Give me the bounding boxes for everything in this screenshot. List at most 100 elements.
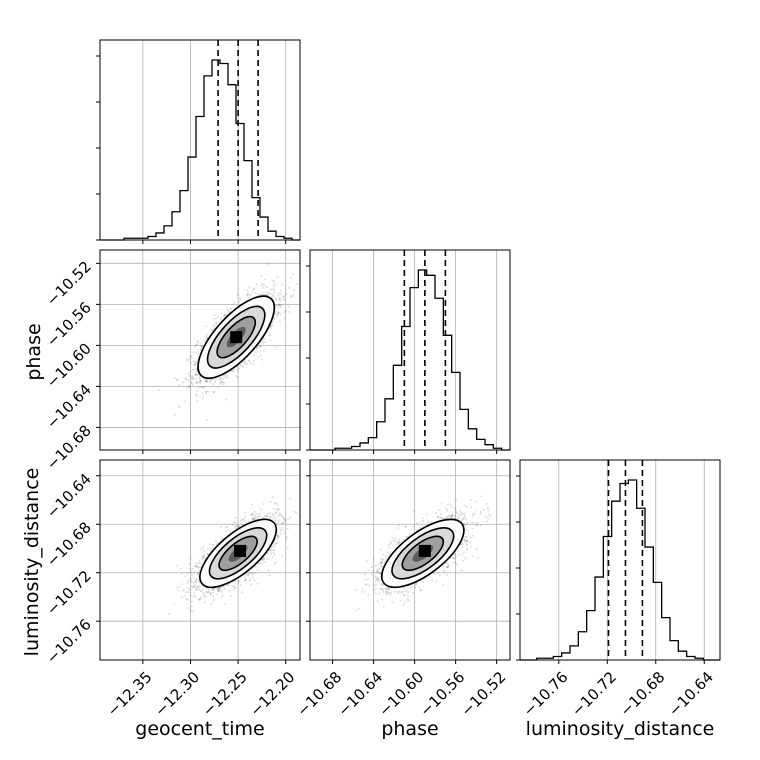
- sample-point: [273, 545, 276, 548]
- sample-point: [197, 573, 200, 576]
- x-tick-label: −10.68: [617, 668, 669, 720]
- sample-point: [192, 378, 195, 381]
- sample-point: [186, 357, 189, 360]
- sample-point: [273, 562, 276, 565]
- sample-point: [245, 521, 248, 524]
- sample-point: [233, 585, 236, 588]
- sample-point: [202, 386, 205, 389]
- sample-point: [275, 310, 278, 313]
- sample-point: [190, 354, 193, 357]
- sample-point: [209, 591, 212, 594]
- sample-point: [199, 597, 202, 600]
- sample-point: [244, 578, 247, 581]
- sample-point: [214, 379, 217, 382]
- x-tick-label: −10.76: [520, 668, 572, 720]
- sample-point: [192, 375, 195, 378]
- sample-point: [193, 363, 196, 366]
- sample-point: [278, 312, 281, 315]
- sample-point: [196, 389, 199, 392]
- sample-point: [289, 277, 292, 280]
- sample-point: [216, 589, 219, 592]
- sample-point: [189, 355, 192, 358]
- sample-point: [275, 298, 278, 301]
- sample-point: [279, 289, 282, 292]
- histogram-luminosity_distance: [520, 479, 720, 661]
- sample-point: [268, 574, 271, 577]
- sample-point: [198, 588, 201, 591]
- sample-point: [243, 575, 246, 578]
- sample-point: [253, 579, 256, 582]
- sample-point: [261, 559, 264, 562]
- sample-point: [276, 534, 279, 537]
- sample-point: [215, 317, 218, 320]
- sample-point: [252, 576, 255, 579]
- sample-point: [252, 517, 255, 520]
- sample-point: [195, 565, 198, 568]
- sample-point: [196, 373, 199, 376]
- sample-point: [277, 292, 280, 295]
- sample-point: [200, 385, 203, 388]
- sample-point: [262, 557, 265, 560]
- sample-point: [245, 573, 248, 576]
- sample-point: [189, 577, 192, 580]
- sample-point: [277, 507, 280, 510]
- sample-point: [273, 548, 276, 551]
- sample-point: [253, 354, 256, 357]
- corner-panels: −10.76−10.72−10.68−10.64−10.68−10.64−10.…: [43, 39, 721, 720]
- sample-point: [242, 517, 245, 520]
- sample-point: [205, 380, 208, 383]
- sample-point: [217, 385, 220, 388]
- sample-point: [256, 568, 259, 571]
- sample-point: [262, 516, 265, 519]
- sample-point: [277, 514, 280, 517]
- axes-frame-1-1: [309, 249, 511, 451]
- sample-point: [195, 381, 198, 384]
- sample-point: [234, 516, 237, 519]
- sample-point: [236, 523, 239, 526]
- sample-point: [219, 381, 222, 384]
- sample-point: [188, 374, 191, 377]
- sample-point: [195, 370, 198, 373]
- sample-point: [272, 295, 275, 298]
- sample-point: [212, 383, 215, 386]
- sample-point: [198, 581, 201, 584]
- sample-point: [184, 377, 187, 380]
- sample-point: [304, 252, 306, 254]
- sample-point: [268, 331, 271, 334]
- sample-point: [195, 578, 198, 581]
- sample-point: [205, 380, 208, 383]
- sample-point: [273, 291, 276, 294]
- sample-point: [249, 572, 252, 575]
- sample-point: [198, 566, 201, 569]
- sample-point: [199, 590, 202, 593]
- sample-point: [256, 582, 259, 585]
- sample-point: [223, 587, 226, 590]
- sample-point: [193, 345, 196, 348]
- sample-point: [246, 294, 249, 297]
- sample-point: [205, 390, 208, 393]
- sample-point: [282, 521, 285, 524]
- sample-point: [255, 283, 258, 286]
- grid-0-0: [142, 40, 287, 240]
- sample-point: [220, 382, 223, 385]
- sample-point: [205, 392, 208, 395]
- sample-point: [233, 586, 236, 589]
- axes-frame-2-2: [519, 459, 721, 661]
- sample-point: [200, 346, 203, 349]
- sample-point: [248, 359, 251, 362]
- sample-point: [236, 293, 239, 296]
- sample-point: [222, 383, 225, 386]
- sample-point: [285, 538, 288, 541]
- sample-point: [268, 516, 271, 519]
- sample-point: [259, 561, 262, 564]
- sample-point: [271, 324, 274, 327]
- sample-point: [283, 531, 286, 534]
- sample-point: [273, 542, 276, 545]
- sample-point: [213, 598, 216, 601]
- sample-point: [232, 521, 235, 524]
- sample-point: [220, 587, 223, 590]
- sample-point: [233, 525, 236, 528]
- sample-point: [221, 594, 224, 597]
- sample-point: [193, 368, 196, 371]
- sample-point: [208, 381, 211, 384]
